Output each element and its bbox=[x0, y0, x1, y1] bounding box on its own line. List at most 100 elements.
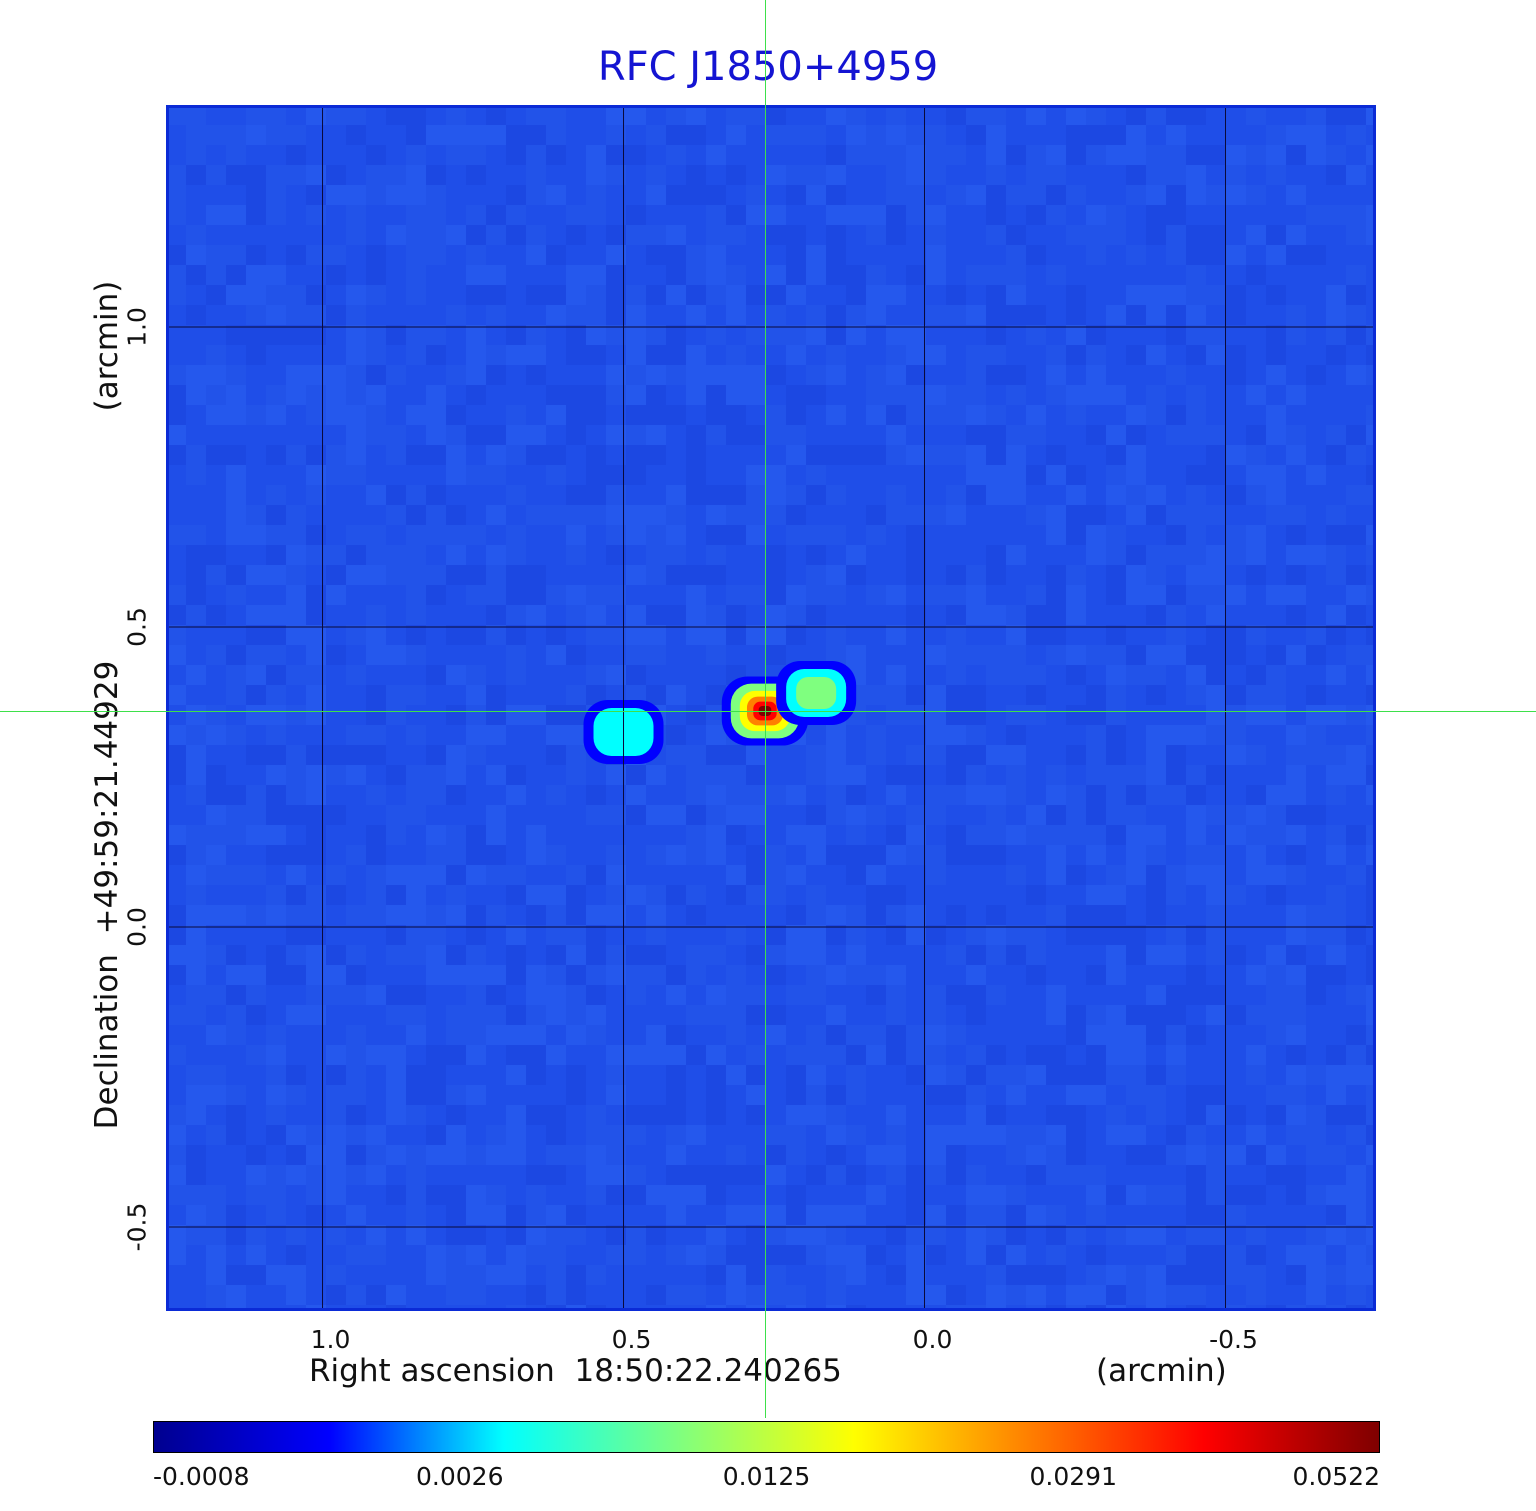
noise-cell bbox=[1146, 585, 1166, 605]
noise-cell bbox=[1286, 1085, 1306, 1105]
noise-cell bbox=[1306, 1105, 1326, 1125]
noise-cell bbox=[1006, 1265, 1026, 1285]
noise-cell bbox=[1366, 785, 1376, 805]
noise-cell bbox=[886, 1145, 906, 1165]
noise-cell bbox=[1266, 825, 1286, 845]
noise-cell bbox=[426, 1045, 446, 1065]
noise-cell bbox=[246, 285, 266, 305]
noise-cell bbox=[466, 825, 486, 845]
noise-cell bbox=[1226, 805, 1246, 825]
noise-cell bbox=[406, 805, 426, 825]
noise-cell bbox=[366, 545, 386, 565]
noise-cell bbox=[266, 1065, 286, 1085]
noise-cell bbox=[186, 585, 206, 605]
noise-cell bbox=[806, 265, 826, 285]
noise-cell bbox=[406, 765, 426, 785]
noise-cell bbox=[1186, 1205, 1206, 1225]
noise-cell bbox=[686, 385, 706, 405]
noise-cell bbox=[1026, 825, 1046, 845]
noise-cell bbox=[226, 485, 246, 505]
noise-cell bbox=[806, 465, 826, 485]
noise-cell bbox=[1206, 1085, 1226, 1105]
noise-cell bbox=[1026, 205, 1046, 225]
noise-cell bbox=[906, 1165, 926, 1185]
y-axis-label: Declination +49:59:21.44929 bbox=[89, 660, 125, 1130]
noise-cell bbox=[1226, 1185, 1246, 1205]
noise-cell bbox=[1286, 1045, 1306, 1065]
noise-cell bbox=[266, 305, 286, 325]
noise-cell bbox=[866, 1245, 886, 1265]
noise-cell bbox=[466, 705, 486, 725]
noise-cell bbox=[526, 445, 546, 465]
noise-cell bbox=[686, 345, 706, 365]
noise-cell bbox=[426, 1085, 446, 1105]
noise-cell bbox=[1346, 365, 1366, 385]
noise-cell bbox=[1046, 585, 1066, 605]
noise-cell bbox=[226, 445, 246, 465]
noise-cell bbox=[706, 625, 726, 645]
noise-cell bbox=[986, 205, 1006, 225]
noise-cell bbox=[966, 345, 986, 365]
noise-cell bbox=[486, 1025, 506, 1045]
noise-cell bbox=[986, 745, 1006, 765]
noise-cell bbox=[1106, 305, 1126, 325]
noise-cell bbox=[766, 1125, 786, 1145]
noise-cell bbox=[726, 505, 746, 525]
noise-cell bbox=[586, 305, 606, 325]
noise-cell bbox=[646, 845, 666, 865]
noise-cell bbox=[1146, 1105, 1166, 1125]
noise-cell bbox=[1026, 425, 1046, 445]
noise-cell bbox=[1066, 825, 1086, 845]
noise-cell bbox=[706, 805, 726, 825]
noise-cell bbox=[586, 865, 606, 885]
noise-cell bbox=[446, 225, 466, 245]
noise-cell bbox=[1166, 1125, 1186, 1145]
noise-cell bbox=[686, 105, 706, 125]
image-panel[interactable] bbox=[166, 105, 1376, 1311]
noise-cell bbox=[206, 365, 226, 385]
noise-cell bbox=[1186, 505, 1206, 525]
noise-cell bbox=[286, 925, 306, 945]
noise-cell bbox=[766, 1205, 786, 1225]
noise-cell bbox=[1226, 1265, 1246, 1285]
noise-cell bbox=[726, 765, 746, 785]
noise-cell bbox=[446, 945, 466, 965]
noise-cell bbox=[546, 405, 566, 425]
noise-cell bbox=[866, 385, 886, 405]
noise-cell bbox=[1186, 405, 1206, 425]
noise-cell bbox=[566, 1085, 586, 1105]
noise-cell bbox=[266, 1045, 286, 1065]
noise-cell bbox=[406, 245, 426, 265]
noise-cell bbox=[1246, 665, 1266, 685]
noise-cell bbox=[766, 225, 786, 245]
noise-cell bbox=[1226, 725, 1246, 745]
noise-cell bbox=[1126, 185, 1146, 205]
noise-cell bbox=[766, 565, 786, 585]
noise-cell bbox=[586, 205, 606, 225]
noise-cell bbox=[966, 925, 986, 945]
noise-cell bbox=[186, 925, 206, 945]
noise-cell bbox=[866, 1145, 886, 1165]
noise-cell bbox=[306, 685, 326, 705]
noise-cell bbox=[1326, 665, 1346, 685]
noise-cell bbox=[246, 1145, 266, 1165]
noise-cell bbox=[486, 965, 506, 985]
noise-cell bbox=[826, 365, 846, 385]
noise-cell bbox=[306, 1205, 326, 1225]
noise-cell bbox=[566, 905, 586, 925]
noise-cell bbox=[346, 1025, 366, 1045]
noise-cell bbox=[1006, 145, 1026, 165]
noise-cell bbox=[886, 1025, 906, 1045]
noise-cell bbox=[446, 1045, 466, 1065]
noise-cell bbox=[1166, 525, 1186, 545]
noise-cell bbox=[226, 1005, 246, 1025]
noise-cell bbox=[1206, 585, 1226, 605]
noise-cell bbox=[1106, 885, 1126, 905]
noise-cell bbox=[186, 225, 206, 245]
noise-cell bbox=[446, 905, 466, 925]
noise-cell bbox=[946, 765, 966, 785]
noise-cell bbox=[1206, 805, 1226, 825]
noise-cell bbox=[1206, 725, 1226, 745]
noise-cell bbox=[746, 525, 766, 545]
noise-cell bbox=[386, 425, 406, 445]
